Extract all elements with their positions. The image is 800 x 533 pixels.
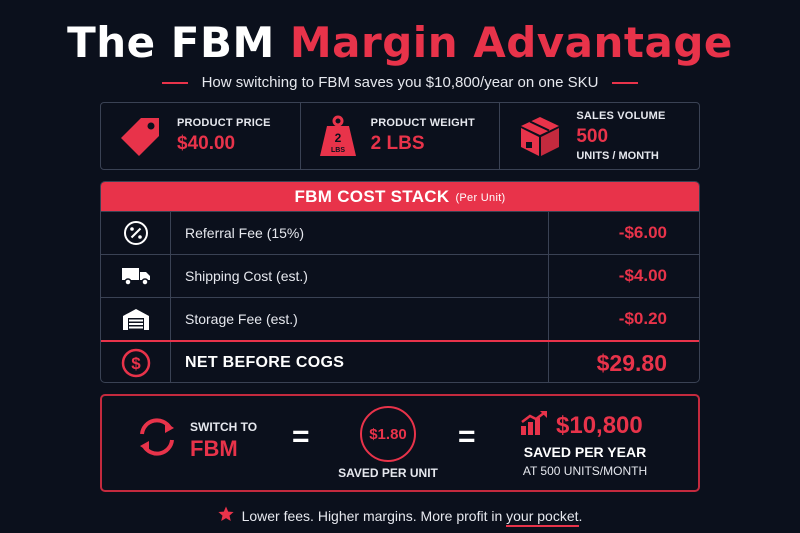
row-value: -$0.20 [618,309,667,328]
row-label: Storage Fee (est.) [171,298,549,340]
star-icon [217,506,234,525]
cost-stack-title: FBM COST STACK [294,186,450,206]
dollar-circle-icon: $ [101,342,171,382]
per-year-label: SAVED PER YEAR [523,444,647,460]
stat-label: SALES VOLUME [576,110,666,122]
savings-summary: SWITCH TO FBM = $1.80 SAVED PER UNIT = $… [100,394,700,492]
stat-value: $40.00 [177,133,236,154]
growth-chart-icon [520,410,548,441]
switch-arrows-icon [134,414,180,465]
box-icon [518,114,562,158]
row-value: -$6.00 [618,223,667,242]
product-stats-panel: PRODUCT PRICE $40.00 2 LBS PRODUCT WEIGH… [100,102,700,170]
stat-product-weight: 2 LBS PRODUCT WEIGHT 2 LBS [299,103,500,169]
stat-label: PRODUCT WEIGHT [370,117,475,129]
cost-stack-header: FBM COST STACK (Per Unit) [101,182,699,211]
cost-stack-table: FBM COST STACK (Per Unit) Referral Fee (… [100,181,700,383]
stat-sub: UNITS / MONTH [576,150,659,162]
per-unit-value: $1.80 [369,425,407,443]
per-year-value-row: $10,800 [520,410,643,441]
price-tag-icon [119,114,163,158]
page-title: The FBM Margin Advantage [0,18,800,67]
stat-sales-volume: SALES VOLUME 500 UNITS / MONTH [499,103,699,169]
cost-stack-subtitle: (Per Unit) [455,192,506,204]
footer-text: Lower fees. Higher margins. More profit … [241,507,503,524]
title-part-white: The FBM [67,18,275,67]
equals-sign-2: = [458,420,476,453]
row-value: -$4.00 [618,266,667,285]
subtitle: How switching to FBM saves you $10,800/y… [201,74,599,91]
stat-product-price: PRODUCT PRICE $40.00 [101,103,300,169]
per-year-sub: AT 500 UNITS/MONTH [522,464,648,478]
truck-icon [101,255,171,297]
subtitle-row: How switching to FBM saves you $10,800/y… [0,74,800,91]
stat-label: PRODUCT PRICE [177,117,271,129]
title-part-accent: Margin Advantage [289,18,733,67]
weight-icon-number: 2 [334,131,341,145]
warehouse-icon [101,298,171,340]
row-label: Shipping Cost (est.) [171,255,549,297]
per-unit-label: SAVED PER UNIT [338,466,438,480]
subtitle-right-rule [612,81,639,84]
subtitle-left-rule [161,81,188,84]
percent-icon [101,212,171,254]
switch-small-text: SWITCH TO [190,420,258,434]
svg-text:$: $ [131,354,141,373]
row-label: Referral Fee (15%) [171,212,549,254]
weight-icon: 2 LBS [319,114,357,158]
net-value: $29.80 [596,349,667,376]
switch-to-fbm: SWITCH TO FBM [190,420,257,462]
footer-underlined-text: your pocket [506,507,579,527]
per-year-value: $10,800 [556,411,643,439]
footer-tagline: Lower fees. Higher margins. More profit … [0,506,800,527]
table-row: Storage Fee (est.) -$0.20 [101,297,699,340]
footer-text-end: . [578,507,583,524]
net-row: $ NET BEFORE COGS $29.80 [101,340,699,382]
table-row: Shipping Cost (est.) -$4.00 [101,254,699,297]
table-row: Referral Fee (15%) -$6.00 [101,211,699,254]
net-label: NET BEFORE COGS [171,342,549,382]
stat-value: 500 [576,126,609,147]
stat-value: 2 LBS [370,133,425,154]
equals-sign-1: = [292,420,310,453]
switch-big-text: FBM [190,436,238,461]
per-unit-circle: $1.80 [360,406,416,462]
weight-icon-unit: LBS [331,147,345,154]
